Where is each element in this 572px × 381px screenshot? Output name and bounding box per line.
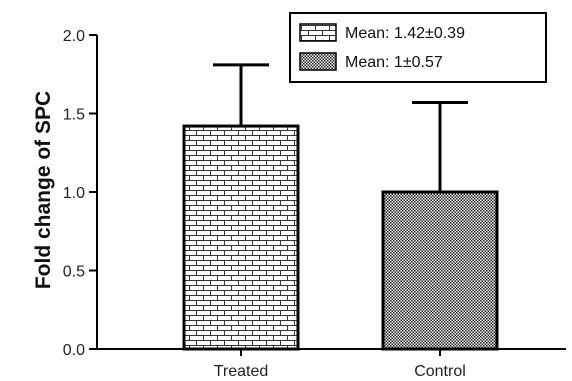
legend-swatch-treated (299, 23, 337, 42)
legend-entry-control: Mean: 1±0.57 (345, 54, 443, 71)
x-tick-label-control: Control (414, 363, 466, 380)
y-tick-label: 2.0 (63, 28, 85, 45)
bar-control (381, 190, 499, 351)
legend-entry-treated: Mean: 1.42±0.39 (345, 25, 465, 42)
y-tick-label: 1.5 (63, 107, 85, 124)
plot-area: 0.0 0.5 1.0 1.5 2.0 Treated Control (63, 28, 566, 380)
x-tick-label-treated: Treated (214, 363, 269, 380)
y-axis-label: Fold change of SPC (32, 91, 55, 289)
legend-swatch-control (299, 52, 337, 71)
y-tick-label: 1.0 (63, 185, 85, 202)
bar-treated (182, 124, 300, 351)
y-tick-label: 0.0 (63, 342, 85, 359)
legend: Mean: 1.42±0.39 Mean: 1±0.57 (289, 12, 547, 83)
y-tick-label: 0.5 (63, 264, 85, 281)
